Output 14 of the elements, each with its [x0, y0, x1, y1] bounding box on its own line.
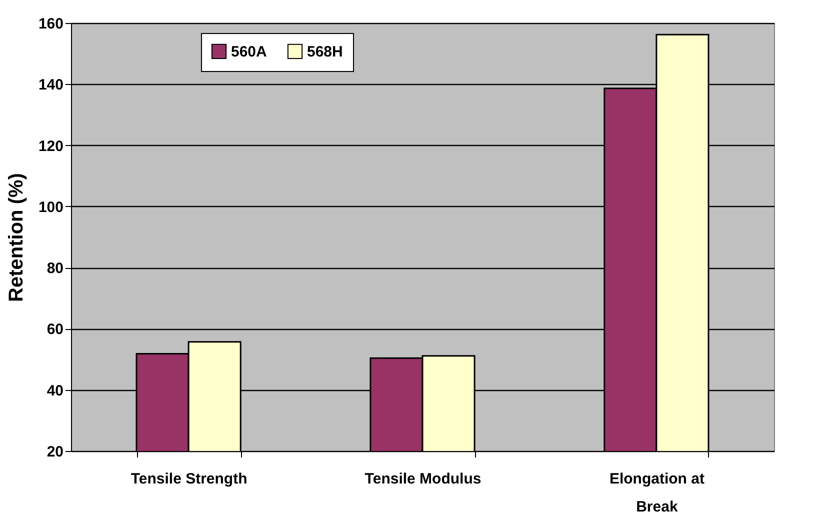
y-tick-label: 40: [46, 382, 64, 400]
x-tick-label: Tensile Strength: [130, 470, 248, 488]
y-tick-label: 80: [46, 260, 64, 278]
legend-label: 568H: [307, 43, 343, 60]
legend-label: 560A: [231, 43, 268, 60]
y-tick-label: 100: [38, 198, 64, 216]
y-tick-label: 140: [38, 76, 64, 94]
x-tick-label: Tensile Modulus: [364, 470, 482, 488]
y-tick-label: 20: [46, 444, 64, 460]
y-tick-label: 60: [46, 321, 64, 338]
y-tick-label: 160: [38, 16, 64, 32]
y-axis-title: Retention (%): [5, 173, 28, 302]
x-tick-label: Elongation at Break: [609, 470, 704, 516]
y-tick-label: 120: [38, 138, 64, 155]
